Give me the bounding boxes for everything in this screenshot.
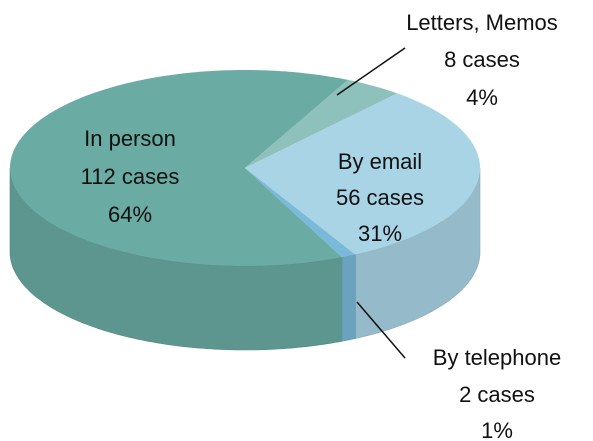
slice-side xyxy=(9,168,343,351)
slice-cases: 112 cases xyxy=(81,164,180,189)
slice-label: By telephone xyxy=(433,345,561,370)
slice xyxy=(10,70,348,266)
slice-side xyxy=(341,254,356,342)
slice xyxy=(245,93,480,255)
slice-cases: 56 cases xyxy=(336,185,424,210)
slice-label: In person xyxy=(84,126,176,151)
slice xyxy=(245,79,398,168)
slice-label: Letters, Memos xyxy=(406,10,558,35)
slice-label: By email xyxy=(338,149,422,174)
slice-percent: 4% xyxy=(466,85,498,110)
slice-percent: 31% xyxy=(358,221,402,246)
leader-line xyxy=(336,47,406,96)
pie xyxy=(9,70,481,351)
leader-line xyxy=(356,301,406,359)
slice xyxy=(245,168,356,258)
slice-percent: 1% xyxy=(481,418,513,441)
slice-cases: 2 cases xyxy=(459,382,535,407)
slice-percent: 64% xyxy=(108,202,152,227)
slice-cases: 8 cases xyxy=(444,47,520,72)
